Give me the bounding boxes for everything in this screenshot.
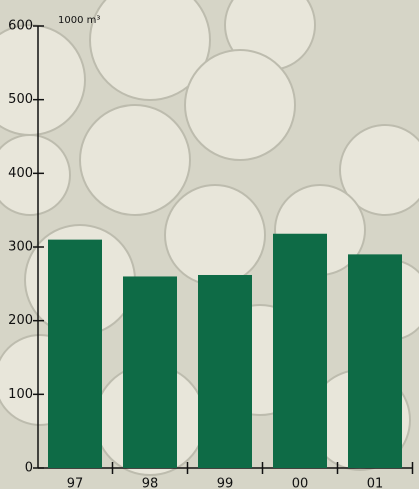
x-tick-label: 01 (367, 477, 384, 489)
x-tick-label: 00 (292, 477, 309, 489)
y-tick-label: 100 (8, 387, 33, 402)
unit-label: 1000 m³ (58, 15, 100, 26)
bar (348, 254, 402, 468)
x-tick-label: 97 (67, 477, 84, 489)
y-tick-label: 200 (8, 313, 33, 328)
y-tick-label: 400 (8, 166, 33, 181)
bar (273, 233, 327, 468)
y-tick-label: 500 (8, 92, 33, 107)
bar (198, 274, 252, 468)
y-tick-label: 0 (25, 461, 33, 476)
bar (48, 239, 102, 468)
y-tick-label: 300 (8, 240, 33, 255)
x-tick-label: 98 (142, 477, 159, 489)
x-tick-label: 99 (217, 477, 234, 489)
bar (123, 276, 177, 468)
y-tick-label: 600 (8, 19, 33, 34)
